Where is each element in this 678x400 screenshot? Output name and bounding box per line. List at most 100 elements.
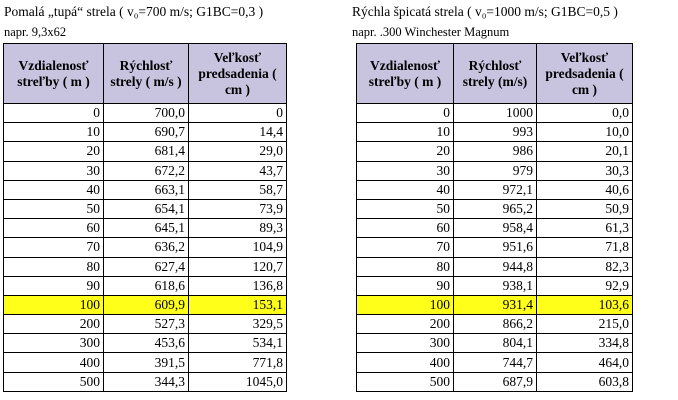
- table-row: 90 938,1 92,9: [356, 275, 633, 296]
- cell-velocity: 944,8: [453, 256, 537, 277]
- table-row: 300 804,1 334,8: [356, 333, 633, 354]
- cell-lead: 40,6: [536, 179, 633, 200]
- table-row: 10 993 10,0: [356, 122, 633, 143]
- table-row: 40 972,1 40,6: [356, 179, 633, 200]
- cell-lead: 534,1: [188, 333, 287, 354]
- table-row: 500 687,9 603,8: [356, 371, 633, 392]
- cell-distance: 300: [356, 333, 454, 354]
- cell-lead: 464,0: [536, 352, 633, 373]
- cell-velocity: 391,5: [103, 352, 189, 373]
- cell-distance: 0: [356, 102, 454, 124]
- cell-velocity: 972,1: [453, 179, 537, 200]
- cell-lead: 153,1: [188, 294, 287, 316]
- cell-lead: 334,8: [536, 333, 633, 354]
- cell-velocity: 979: [453, 160, 537, 181]
- cell-distance: 70: [356, 237, 454, 258]
- cell-distance: 10: [3, 122, 104, 143]
- cell-velocity: 993: [453, 122, 537, 143]
- header-lead: Veľkosť predsadenia ( cm ): [536, 43, 633, 104]
- cell-velocity: 1000: [453, 102, 537, 124]
- slow-bullet-table: Vzdialenosť streľby ( m ) Rýchlosť strel…: [3, 43, 287, 392]
- cell-distance: 30: [3, 160, 104, 181]
- cell-distance: 90: [356, 275, 454, 296]
- table-row: 100 609,9 153,1: [3, 294, 287, 316]
- table-row: 400 391,5 771,8: [3, 352, 287, 373]
- table-row: 200 527,3 329,5: [3, 314, 287, 335]
- cell-lead: 82,3: [536, 256, 633, 277]
- cell-velocity: 744,7: [453, 352, 537, 373]
- header-distance: Vzdialenosť streľby ( m ): [356, 43, 454, 104]
- cell-velocity: 804,1: [453, 333, 537, 354]
- cell-distance: 40: [3, 179, 104, 200]
- cell-distance: 100: [3, 294, 104, 316]
- table-row: 20 681,4 29,0: [3, 141, 287, 162]
- header-lead: Veľkosť predsadenia ( cm ): [188, 43, 287, 104]
- cell-lead: 20,1: [536, 141, 633, 162]
- table-row: 90 618,6 136,8: [3, 275, 287, 296]
- cell-lead: 1045,0: [188, 371, 287, 392]
- cell-velocity: 344,3: [103, 371, 189, 392]
- cell-velocity: 636,2: [103, 237, 189, 258]
- cell-velocity: 681,4: [103, 141, 189, 162]
- cell-lead: 14,4: [188, 122, 287, 143]
- cell-velocity: 527,3: [103, 314, 189, 335]
- cell-lead: 43,7: [188, 160, 287, 181]
- table-row: 400 744,7 464,0: [356, 352, 633, 373]
- cell-distance: 40: [356, 179, 454, 200]
- cell-velocity: 663,1: [103, 179, 189, 200]
- cell-velocity: 958,4: [453, 218, 537, 239]
- cell-lead: 0: [188, 102, 287, 124]
- left-caption-title: Pomalá „tupá“ strela ( v₀=700 m/s; G1BC=…: [4, 4, 264, 19]
- table-row: 0 700,0 0: [3, 102, 287, 124]
- cell-lead: 61,3: [536, 218, 633, 239]
- table-row: 500 344,3 1045,0: [3, 371, 287, 392]
- cell-lead: 29,0: [188, 141, 287, 162]
- cell-velocity: 645,1: [103, 218, 189, 239]
- cell-lead: 603,8: [536, 371, 633, 392]
- cell-lead: 50,9: [536, 198, 633, 220]
- cell-lead: 58,7: [188, 179, 287, 200]
- cell-velocity: 609,9: [103, 294, 189, 316]
- header-row: Vzdialenosť streľby ( m ) Rýchlosť strel…: [356, 43, 633, 104]
- cell-velocity: 654,1: [103, 198, 189, 220]
- table-row: 60 645,1 89,3: [3, 218, 287, 239]
- table-row: 70 951,6 71,8: [356, 237, 633, 258]
- header-row: Vzdialenosť streľby ( m ) Rýchlosť strel…: [3, 43, 287, 104]
- cell-lead: 73,9: [188, 198, 287, 220]
- header-distance: Vzdialenosť streľby ( m ): [3, 43, 104, 104]
- cell-distance: 100: [356, 294, 454, 316]
- header-velocity: Rýchlosť strely ( m/s ): [103, 43, 189, 104]
- cell-lead: 89,3: [188, 218, 287, 239]
- cell-distance: 400: [356, 352, 454, 373]
- cell-distance: 60: [356, 218, 454, 239]
- table-row: 0 1000 0,0: [356, 102, 633, 124]
- cell-lead: 329,5: [188, 314, 287, 335]
- cell-velocity: 866,2: [453, 314, 537, 335]
- fast-bullet-table: Vzdialenosť streľby ( m ) Rýchlosť strel…: [356, 43, 633, 392]
- cell-lead: 10,0: [536, 122, 633, 143]
- cell-distance: 90: [3, 275, 104, 296]
- cell-lead: 92,9: [536, 275, 633, 296]
- table-row: 20 986 20,1: [356, 141, 633, 162]
- table-row: 50 965,2 50,9: [356, 198, 633, 220]
- cell-distance: 0: [3, 102, 104, 124]
- cell-distance: 500: [356, 371, 454, 392]
- cell-distance: 300: [3, 333, 104, 354]
- cell-distance: 50: [356, 198, 454, 220]
- cell-distance: 80: [3, 256, 104, 277]
- cell-velocity: 965,2: [453, 198, 537, 220]
- table-row: 10 690,7 14,4: [3, 122, 287, 143]
- cell-distance: 200: [356, 314, 454, 335]
- cell-velocity: 986: [453, 141, 537, 162]
- table-row: 70 636,2 104,9: [3, 237, 287, 258]
- cell-lead: 771,8: [188, 352, 287, 373]
- cell-velocity: 627,4: [103, 256, 189, 277]
- cell-lead: 215,0: [536, 314, 633, 335]
- table-row: 80 944,8 82,3: [356, 256, 633, 277]
- cell-velocity: 618,6: [103, 275, 189, 296]
- cell-distance: 50: [3, 198, 104, 220]
- table-row: 80 627,4 120,7: [3, 256, 287, 277]
- cell-lead: 30,3: [536, 160, 633, 181]
- cell-velocity: 453,6: [103, 333, 189, 354]
- cell-lead: 103,6: [536, 294, 633, 316]
